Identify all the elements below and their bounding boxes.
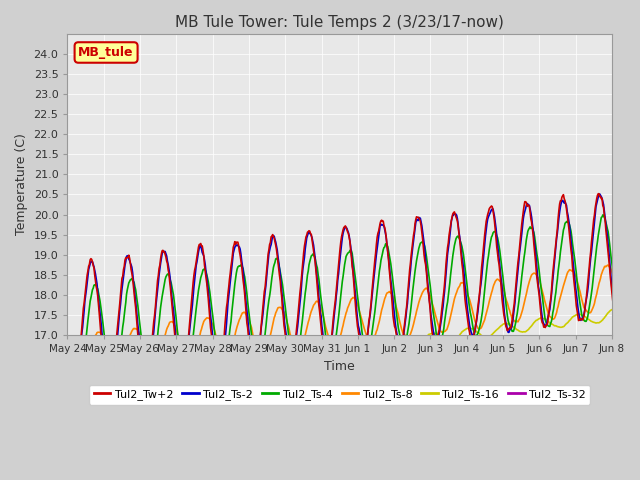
Text: MB_tule: MB_tule — [78, 46, 134, 59]
Legend: Tul2_Tw+2, Tul2_Ts-2, Tul2_Ts-4, Tul2_Ts-8, Tul2_Ts-16, Tul2_Ts-32: Tul2_Tw+2, Tul2_Ts-2, Tul2_Ts-4, Tul2_Ts… — [89, 385, 590, 405]
Title: MB Tule Tower: Tule Temps 2 (3/23/17-now): MB Tule Tower: Tule Temps 2 (3/23/17-now… — [175, 15, 504, 30]
Y-axis label: Temperature (C): Temperature (C) — [15, 133, 28, 235]
X-axis label: Time: Time — [324, 360, 355, 372]
